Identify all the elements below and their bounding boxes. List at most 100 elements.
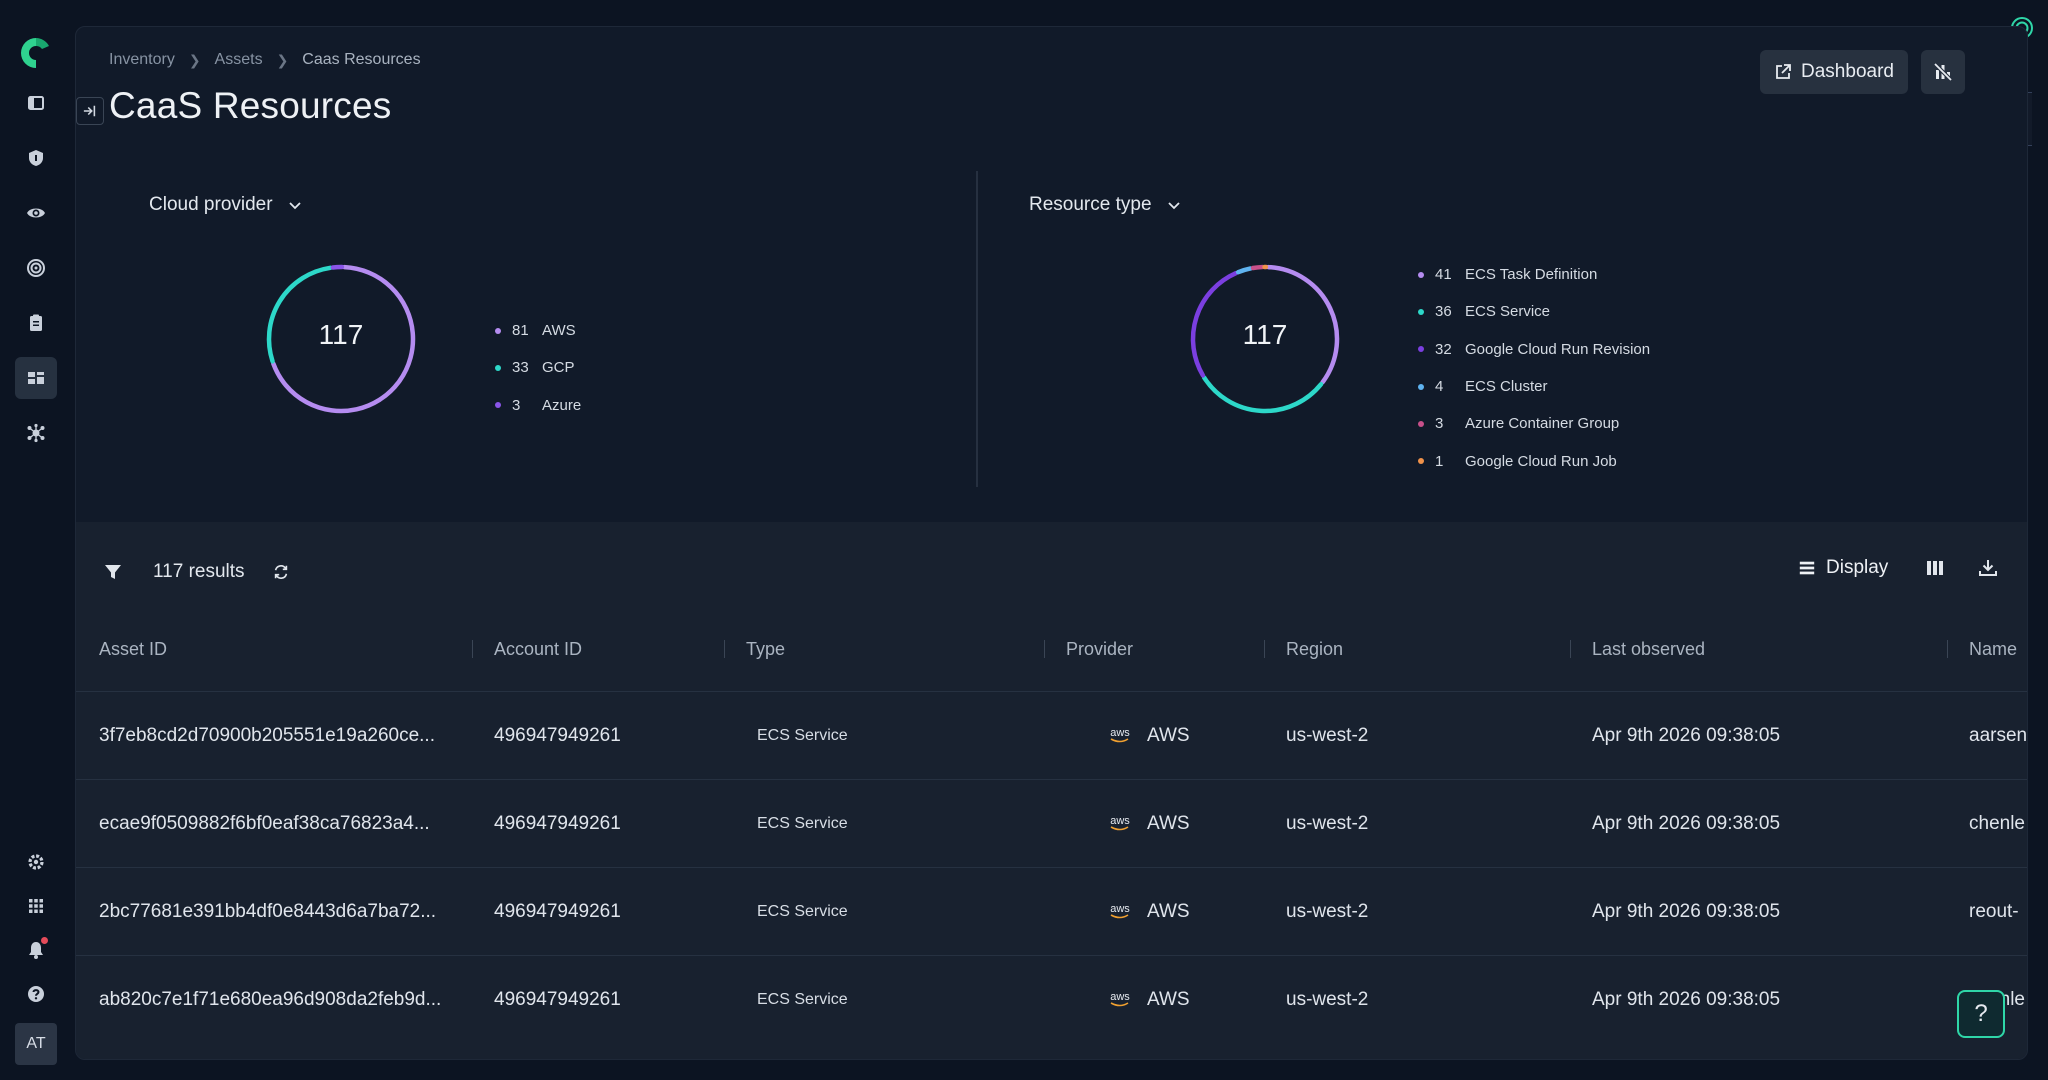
column-header-name[interactable]: Name bbox=[1969, 638, 2018, 659]
sidebar-item-integrations[interactable] bbox=[15, 412, 57, 454]
donut-segment[interactable] bbox=[266, 265, 333, 364]
legend-label: ECS Cluster bbox=[1465, 378, 1548, 396]
breadcrumb-current: Caas Resources bbox=[302, 51, 421, 68]
columns-button[interactable] bbox=[1922, 555, 1948, 581]
notification-dot bbox=[41, 937, 48, 944]
legend-swatch bbox=[1418, 383, 1424, 390]
main-panel: Inventory ❯ Assets ❯ Caas Resources CaaS… bbox=[75, 26, 2028, 1060]
page-title: CaaS Resources bbox=[109, 85, 392, 126]
donut-segment[interactable] bbox=[271, 264, 416, 414]
legend-swatch bbox=[495, 327, 501, 334]
cloud-provider-dropdown[interactable]: Cloud provider bbox=[149, 194, 303, 216]
legend-item[interactable]: 33 GCP bbox=[495, 349, 581, 386]
legend-swatch bbox=[1418, 271, 1424, 278]
cell-provider: AWS bbox=[1147, 900, 1190, 922]
refresh-button[interactable] bbox=[269, 560, 293, 584]
table-header: Asset ID Account ID Type Provider Region… bbox=[76, 607, 2027, 691]
column-resize-handle[interactable] bbox=[472, 640, 473, 658]
display-button[interactable]: Display bbox=[1798, 548, 1888, 588]
expand-sidebar-button[interactable] bbox=[76, 97, 104, 125]
donut-segment[interactable] bbox=[1201, 375, 1324, 414]
legend-item[interactable]: 4 ECS Cluster bbox=[1418, 368, 1650, 405]
sidebar-item-apps[interactable] bbox=[15, 885, 57, 927]
resource-type-dropdown[interactable]: Resource type bbox=[1029, 194, 1182, 216]
sidebar: AT bbox=[0, 0, 72, 1080]
table-row[interactable]: aws 3f7eb8cd2d70900b205551e19a260ce... 496… bbox=[76, 691, 2027, 779]
column-resize-handle[interactable] bbox=[1947, 640, 1948, 658]
cell-asset-id: ab820c7e1f71e680ea96d908da2feb9d... bbox=[99, 988, 442, 1010]
sidebar-item-inventory[interactable] bbox=[15, 82, 57, 124]
sidebar-item-visibility[interactable] bbox=[15, 192, 57, 234]
column-resize-handle[interactable] bbox=[724, 640, 725, 658]
resource-type-donut[interactable] bbox=[1185, 259, 1345, 419]
legend-item[interactable]: 3 Azure bbox=[495, 387, 581, 424]
donut-segment[interactable] bbox=[1235, 266, 1253, 275]
results-count: 117 results bbox=[153, 561, 245, 582]
legend-count: 1 bbox=[1435, 452, 1444, 470]
column-header-last-observed[interactable]: Last observed bbox=[1592, 638, 1706, 659]
legend-item[interactable]: 81 AWS bbox=[495, 312, 581, 349]
legend-swatch bbox=[1418, 420, 1424, 427]
help-chat-button[interactable]: ? bbox=[1957, 990, 2005, 1038]
eye-icon bbox=[27, 208, 45, 218]
sidebar-item-security[interactable] bbox=[15, 137, 57, 179]
chevron-right-icon: ❯ bbox=[276, 51, 289, 68]
legend-item[interactable]: 1 Google Cloud Run Job bbox=[1418, 442, 1650, 479]
column-resize-handle[interactable] bbox=[1044, 640, 1045, 658]
avatar[interactable]: AT bbox=[15, 1023, 57, 1065]
column-header-account-id[interactable]: Account ID bbox=[494, 638, 583, 659]
column-header-region[interactable]: Region bbox=[1286, 638, 1344, 659]
column-header-provider[interactable]: Provider bbox=[1066, 638, 1134, 659]
cell-provider: AWS bbox=[1147, 988, 1190, 1010]
donut-segment[interactable] bbox=[1250, 264, 1265, 271]
sidebar-item-notifications[interactable] bbox=[15, 929, 57, 971]
display-button-label: Display bbox=[1826, 557, 1889, 578]
chart-off-icon bbox=[1933, 62, 1953, 82]
cell-name: reout- bbox=[1969, 900, 2019, 922]
filter-button[interactable] bbox=[101, 560, 125, 584]
help-chat-label: ? bbox=[1974, 1000, 1988, 1027]
breadcrumb-inventory[interactable]: Inventory bbox=[109, 51, 175, 68]
sidebar-item-targets[interactable] bbox=[15, 247, 57, 289]
legend-label: ECS Task Definition bbox=[1465, 266, 1598, 284]
assets-icon bbox=[28, 372, 44, 384]
column-header-asset-id[interactable]: Asset ID bbox=[99, 638, 168, 659]
legend-item[interactable]: 3 Azure Container Group bbox=[1418, 405, 1650, 442]
legend-label: Azure bbox=[542, 396, 582, 414]
columns-icon bbox=[1927, 561, 1943, 575]
sidebar-item-settings[interactable] bbox=[15, 841, 57, 883]
column-header-type[interactable]: Type bbox=[746, 638, 786, 659]
legend-label: Azure Container Group bbox=[1465, 415, 1620, 433]
column-resize-handle[interactable] bbox=[1570, 640, 1571, 658]
sidebar-item-help[interactable] bbox=[15, 973, 57, 1015]
chevron-down-icon bbox=[1167, 202, 1180, 210]
table-row[interactable]: aws ab820c7e1f71e680ea96d908da2feb9d... 49… bbox=[76, 955, 2027, 1043]
app-logo[interactable] bbox=[20, 36, 52, 70]
cloud-provider-donut[interactable] bbox=[261, 259, 421, 419]
cell-region: us-west-2 bbox=[1286, 988, 1369, 1010]
legend-item[interactable]: 41 ECS Task Definition bbox=[1418, 256, 1650, 293]
legend-item[interactable]: 36 ECS Service bbox=[1418, 293, 1650, 330]
clipboard-icon bbox=[30, 314, 42, 331]
legend-swatch bbox=[1418, 458, 1424, 465]
donut-segment[interactable] bbox=[1266, 264, 1340, 385]
cell-type: ECS Service bbox=[757, 990, 848, 1008]
cell-asset-id: 2bc77681e391bb4df0e8443d6a7ba72... bbox=[99, 900, 437, 922]
download-button[interactable] bbox=[1975, 555, 2001, 581]
column-resize-handle[interactable] bbox=[1264, 640, 1265, 658]
target-icon bbox=[27, 259, 45, 277]
refresh-icon bbox=[274, 565, 288, 579]
sidebar-item-assets[interactable] bbox=[15, 357, 57, 399]
donut-segment[interactable] bbox=[1190, 270, 1239, 378]
legend-item[interactable]: 32 Google Cloud Run Revision bbox=[1418, 331, 1650, 368]
table-row[interactable]: aws ecae9f0509882f6bf0eaf38ca76823a4... 49… bbox=[76, 779, 2027, 867]
cloud-provider-total: 117 bbox=[318, 319, 364, 350]
hide-charts-button[interactable] bbox=[1921, 50, 1965, 94]
breadcrumb-assets[interactable]: Assets bbox=[214, 51, 263, 68]
dashboard-button[interactable]: Dashboard bbox=[1760, 50, 1908, 94]
table-row[interactable]: aws 2bc77681e391bb4df0e8443d6a7ba72... 496… bbox=[76, 867, 2027, 955]
sidebar-item-reports[interactable] bbox=[15, 302, 57, 344]
resource-type-legend: 41 ECS Task Definition 36 ECS Service 32 Goog… bbox=[1418, 256, 1650, 480]
legend-swatch bbox=[495, 402, 501, 409]
dashboard-icon bbox=[28, 96, 44, 110]
